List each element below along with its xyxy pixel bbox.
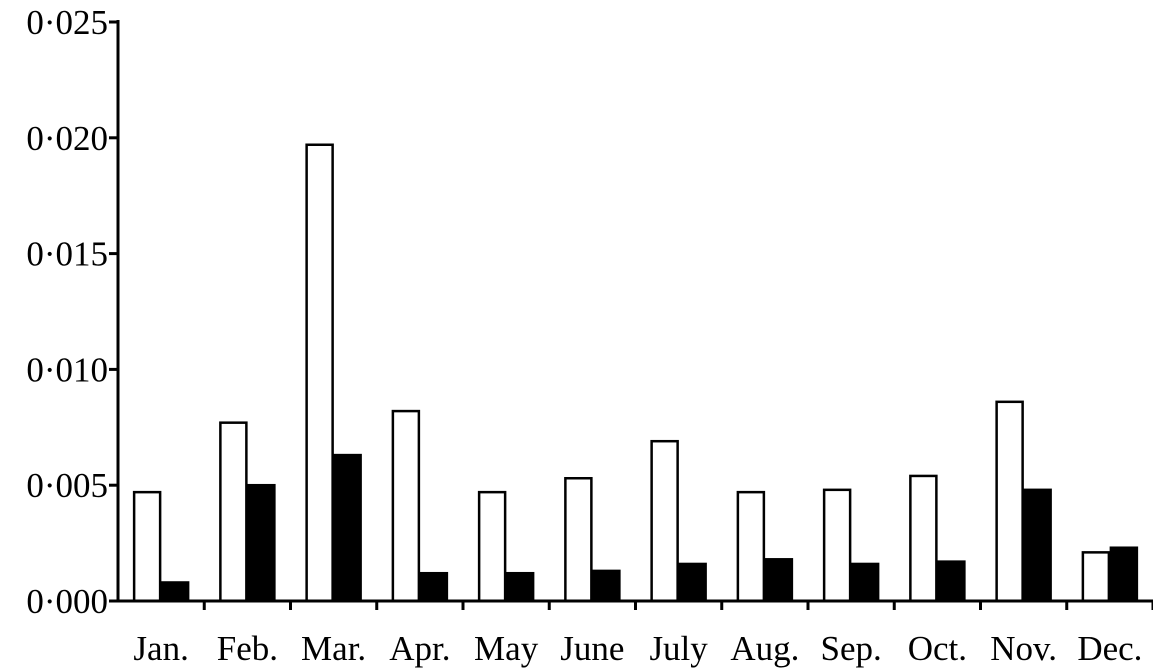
x-tick-label: May: [474, 629, 539, 668]
bar-open: [995, 400, 1024, 603]
y-tick-label: 0·000: [26, 582, 108, 621]
bar-filled: [505, 571, 535, 603]
y-tick-label: 0·010: [26, 350, 108, 389]
y-tick-label: 0·025: [26, 3, 108, 42]
x-tick-label: Nov.: [990, 629, 1057, 668]
bar-open: [391, 409, 421, 603]
bar-filled: [333, 453, 362, 603]
bar-filled: [592, 569, 621, 603]
bar-filled: [160, 581, 190, 603]
x-tick-label: Sep.: [821, 629, 882, 668]
x-tick-label: Oct.: [908, 629, 967, 668]
bar-open: [650, 439, 679, 603]
bar-filled: [937, 560, 966, 603]
x-tick-label: July: [649, 629, 708, 668]
bar-open: [736, 490, 766, 603]
y-tick-label: 0·005: [26, 466, 108, 505]
x-tick-label: Apr.: [389, 629, 450, 668]
x-tick-label: June: [560, 629, 624, 668]
bar-filled: [247, 483, 276, 603]
bar-open: [1081, 551, 1111, 603]
x-tick-label: Dec.: [1077, 629, 1142, 668]
bar-filled: [678, 562, 707, 603]
bar-open: [477, 490, 507, 603]
x-axis-ticks: Jan. Feb. Mar. Apr. May June July Aug. Sep. Oct. N…: [133, 601, 1153, 668]
x-tick-label: Feb.: [217, 629, 278, 668]
x-tick-label: Mar.: [301, 629, 366, 668]
bar-open: [305, 143, 334, 603]
bar-open: [909, 474, 938, 603]
y-axis-ticks: 0·000 0·005 0·010 0·015 0·020 0·025: [26, 3, 118, 621]
bar-filled: [1109, 546, 1139, 603]
bar-open: [822, 488, 852, 603]
x-tick-label: Jan.: [133, 629, 188, 668]
x-tick-label: Aug.: [730, 629, 799, 668]
bar-filled: [1023, 488, 1052, 603]
y-tick-label: 0·020: [26, 119, 108, 158]
bar-filled: [419, 571, 449, 603]
bars: [132, 143, 1139, 603]
bar-filled: [850, 562, 880, 603]
bar-open: [132, 490, 162, 603]
y-tick-label: 0·015: [26, 235, 108, 274]
bar-open: [564, 477, 593, 603]
bar-filled: [764, 558, 794, 603]
bar-open: [219, 421, 248, 603]
